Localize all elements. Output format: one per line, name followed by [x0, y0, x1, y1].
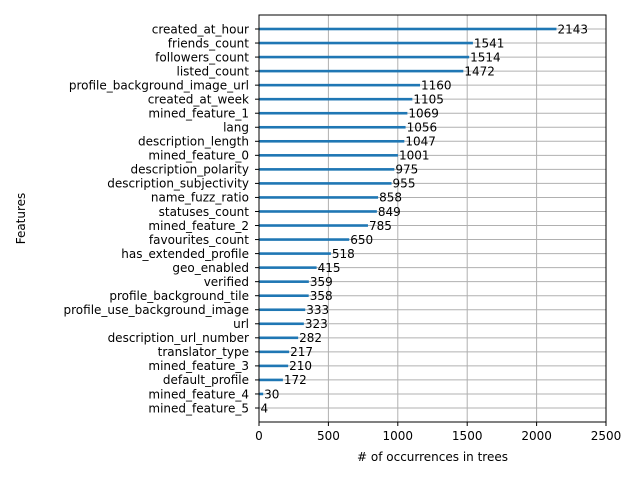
bar — [259, 224, 368, 227]
bar — [259, 238, 350, 241]
bar — [259, 182, 392, 185]
value-label: 415 — [318, 261, 341, 275]
bar — [259, 392, 264, 396]
bar — [259, 210, 377, 213]
category-label: mined_feature_3 — [148, 359, 249, 373]
category-label: verified — [204, 275, 249, 289]
bar — [259, 55, 470, 59]
category-label: statuses_count — [159, 205, 250, 219]
category-label: description_length — [138, 135, 249, 149]
bar — [259, 97, 413, 101]
x-tick-label: 1000 — [383, 429, 414, 443]
value-label: 172 — [284, 373, 307, 387]
category-label: mined_feature_1 — [148, 107, 249, 121]
x-tick-label: 2000 — [521, 429, 552, 443]
value-label: 359 — [310, 275, 333, 289]
category-label: profile_background_image_url — [69, 78, 249, 92]
category-label: url — [233, 317, 249, 331]
value-label: 849 — [378, 205, 401, 219]
bar — [259, 125, 406, 129]
value-label: 1472 — [464, 64, 495, 78]
x-tick-label: 2500 — [591, 429, 622, 443]
category-label: profile_use_background_image — [64, 303, 250, 317]
category-label: mined_feature_5 — [148, 401, 249, 415]
bar — [259, 294, 309, 298]
bar — [259, 139, 405, 143]
value-label: 518 — [332, 247, 355, 261]
category-label: favourites_count — [149, 233, 249, 247]
bar — [259, 280, 309, 283]
category-label: listed_count — [177, 64, 250, 78]
bar — [259, 378, 283, 382]
value-label: 1047 — [405, 135, 436, 149]
category-label: friends_count — [168, 36, 250, 50]
value-label: 333 — [306, 303, 329, 317]
value-label: 217 — [290, 345, 313, 359]
bar — [259, 364, 289, 368]
value-label: 1160 — [421, 78, 452, 92]
bar — [259, 69, 464, 73]
bars — [259, 27, 557, 410]
value-label: 2143 — [557, 22, 588, 36]
value-label: 955 — [393, 177, 416, 191]
category-label: has_extended_profile — [121, 247, 249, 261]
x-tick-label: 0 — [255, 429, 263, 443]
bar — [259, 83, 421, 87]
value-label: 1056 — [407, 121, 438, 135]
category-label: geo_enabled — [172, 261, 249, 275]
category-label: description_url_number — [108, 331, 249, 345]
category-label: created_at_hour — [152, 22, 249, 36]
bar — [259, 196, 379, 199]
value-label: 1514 — [470, 50, 501, 64]
y-axis-title: Features — [14, 193, 28, 245]
value-label: 358 — [310, 289, 333, 303]
category-label: mined_feature_2 — [148, 219, 249, 233]
category-label: name_fuzz_ratio — [151, 191, 249, 205]
y-axis-category-labels: created_at_hourfriends_countfollowers_co… — [64, 22, 250, 415]
category-label: description_polarity — [131, 163, 249, 177]
value-label: 1105 — [413, 92, 444, 106]
x-axis-title: # of occurrences in trees — [357, 450, 508, 464]
value-label: 785 — [369, 219, 392, 233]
bar — [259, 308, 306, 312]
bar — [259, 111, 408, 115]
value-label: 282 — [299, 331, 322, 345]
x-tick-label: 1500 — [452, 429, 483, 443]
value-label: 210 — [289, 359, 312, 373]
bar — [259, 266, 317, 269]
category-label: followers_count — [155, 50, 249, 64]
category-label: lang — [223, 121, 249, 135]
x-axis-ticks: 0 500 1000 1500 2000 2500 — [255, 28, 622, 443]
value-label: 1069 — [408, 107, 439, 121]
category-label: description_subjectivity — [107, 177, 249, 191]
bar — [259, 27, 557, 31]
bar — [259, 336, 299, 340]
value-label: 4 — [261, 401, 269, 415]
category-label: mined_feature_0 — [148, 149, 249, 163]
category-label: translator_type — [158, 345, 249, 359]
category-label: default_profile — [163, 373, 249, 387]
category-label: mined_feature_4 — [148, 387, 249, 401]
value-label: 1541 — [474, 36, 505, 50]
bar — [259, 350, 290, 354]
plot-frame — [258, 14, 607, 423]
bar — [259, 322, 304, 326]
x-tick-label: 500 — [317, 429, 340, 443]
value-label: 975 — [395, 163, 418, 177]
value-label: 323 — [305, 317, 328, 331]
bar — [259, 252, 331, 255]
value-label: 858 — [379, 191, 402, 205]
bar — [259, 154, 398, 157]
category-label: created_at_week — [148, 92, 249, 106]
plot-background — [259, 15, 606, 422]
value-label: 650 — [350, 233, 373, 247]
value-label: 1001 — [399, 149, 430, 163]
bar — [259, 41, 473, 45]
bar — [259, 168, 395, 171]
category-label: profile_background_tile — [109, 289, 249, 303]
value-label: 30 — [264, 387, 279, 401]
